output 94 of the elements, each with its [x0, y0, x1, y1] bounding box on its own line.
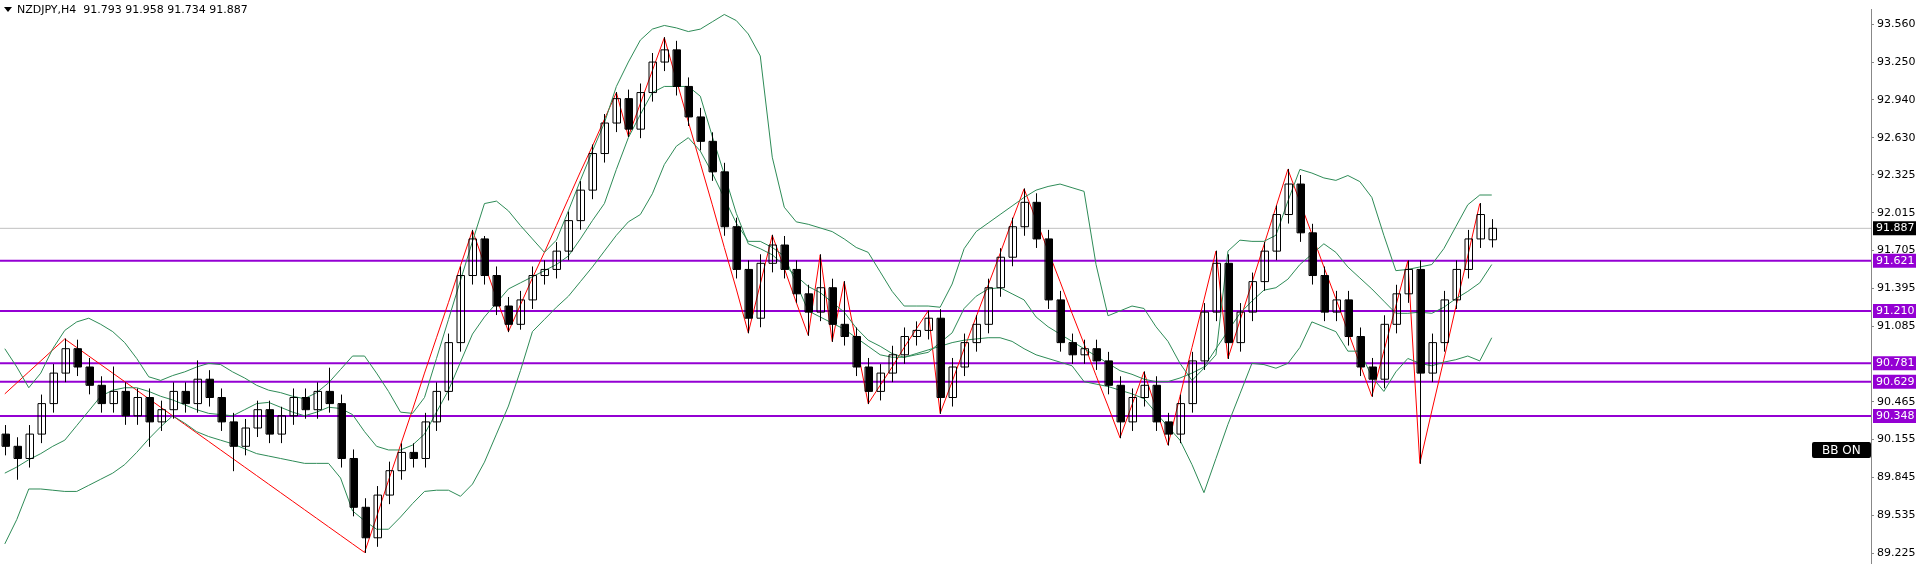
candlestick — [649, 53, 657, 102]
candlestick — [913, 321, 921, 346]
candlestick — [1237, 303, 1245, 352]
candlestick — [457, 266, 465, 352]
candlestick — [110, 366, 118, 413]
candlestick — [901, 327, 909, 364]
candlestick — [170, 382, 178, 419]
candlestick — [398, 443, 406, 480]
candlestick — [541, 260, 549, 285]
ref-line-label: 90.629 — [1876, 374, 1915, 388]
candlestick — [889, 345, 897, 383]
ref-line-label: 90.348 — [1876, 408, 1915, 422]
candlestick — [565, 211, 573, 261]
candlestick — [517, 290, 525, 330]
y-tick-label: 93.560 — [1877, 17, 1916, 31]
candlestick — [374, 486, 382, 547]
candlestick — [817, 254, 825, 322]
y-tick-label: 90.465 — [1877, 394, 1916, 408]
candlestick — [973, 315, 981, 352]
candlestick — [278, 406, 286, 444]
candlestick — [314, 382, 322, 419]
candlestick — [38, 394, 46, 444]
candlestick — [769, 234, 777, 273]
candlestick — [1381, 315, 1389, 389]
y-tick-label: 93.250 — [1877, 54, 1916, 68]
ref-line-label: 90.781 — [1876, 356, 1915, 370]
candlestick — [469, 229, 477, 285]
candlestick — [1393, 284, 1401, 334]
candlestick — [290, 388, 298, 425]
candlestick — [1021, 188, 1029, 236]
candlestick — [158, 400, 166, 431]
candlestick — [1201, 303, 1209, 370]
chart-title: NZDJPY,H4 91.793 91.958 91.734 91.887 — [17, 3, 248, 16]
candlestick — [601, 114, 609, 163]
candlestick — [242, 418, 250, 456]
candlestick — [1009, 217, 1017, 267]
y-tick-label: 92.630 — [1877, 130, 1916, 144]
y-tick-label: 91.395 — [1877, 281, 1916, 295]
candlestick — [1081, 339, 1089, 364]
candlestick — [1141, 371, 1149, 407]
candlestick — [1189, 351, 1197, 413]
candlestick — [1465, 229, 1473, 279]
candlestick — [1405, 260, 1413, 303]
candlestick — [961, 333, 969, 377]
candlestick — [1333, 290, 1341, 322]
candlestick — [877, 364, 885, 401]
y-tick-label: 91.085 — [1877, 319, 1916, 332]
y-tick-label: 89.225 — [1877, 545, 1916, 559]
candlestick — [1273, 205, 1281, 261]
y-tick-label: 92.015 — [1877, 205, 1916, 219]
candlestick — [1165, 412, 1173, 446]
candlestick — [50, 364, 58, 413]
candlestick — [194, 360, 202, 413]
candlestick — [386, 461, 394, 505]
candlestick — [529, 266, 537, 309]
candlestick — [433, 382, 441, 431]
candlestick — [1477, 203, 1485, 248]
y-tick-label: 92.325 — [1877, 167, 1916, 181]
candlestick — [1249, 272, 1257, 322]
candlestick — [1261, 242, 1269, 291]
y-tick-label: 89.845 — [1877, 470, 1916, 484]
candlestick — [997, 248, 1005, 297]
ref-line-label: 91.887 — [1876, 221, 1915, 235]
ref-line-label: 91.621 — [1876, 253, 1915, 267]
candlestick — [1441, 290, 1449, 352]
candlestick — [589, 144, 597, 200]
candlestick — [661, 37, 669, 72]
y-tick-label: 92.940 — [1877, 92, 1916, 106]
candlestick — [613, 92, 621, 133]
candlestick — [445, 333, 453, 401]
y-tick-label: 90.155 — [1877, 432, 1916, 446]
candlestick — [1285, 168, 1293, 224]
candlestick — [254, 400, 262, 438]
candlestick — [805, 284, 813, 336]
candlestick — [985, 278, 993, 334]
ref-line-label: 91.210 — [1876, 303, 1915, 317]
candlestick — [577, 181, 585, 230]
candlestick — [1129, 388, 1137, 431]
candlestick — [757, 254, 765, 328]
candlestick — [26, 425, 34, 468]
candlestick — [134, 388, 142, 425]
candlestick — [949, 357, 957, 407]
candlestick — [1429, 333, 1437, 383]
candlestick — [637, 83, 645, 139]
candlestick — [553, 242, 561, 279]
candlestick — [1489, 219, 1497, 248]
candlestick — [1213, 250, 1221, 322]
candlestick — [422, 412, 430, 468]
y-tick-label: 89.535 — [1877, 508, 1916, 522]
candlestick — [925, 310, 933, 340]
text: BB ON — [1812, 442, 1871, 458]
candlestick — [1177, 394, 1185, 444]
candlestick — [1453, 260, 1461, 309]
candlestick — [62, 338, 70, 383]
